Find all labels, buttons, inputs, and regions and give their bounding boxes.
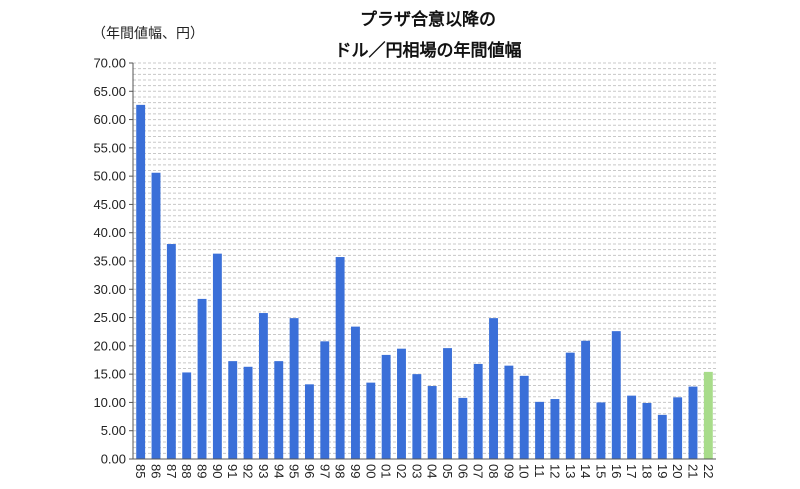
bar-90	[212, 253, 222, 459]
x-tick-label: 88	[179, 464, 194, 478]
bar-03	[412, 374, 422, 459]
x-tick-label: 87	[164, 464, 179, 478]
x-tick-label: 10	[517, 464, 532, 478]
x-tick-label: 95	[287, 464, 302, 478]
x-tick-label: 19	[655, 464, 670, 478]
x-tick-label: 13	[563, 464, 578, 478]
chart-title-line1: プラザ合意以降の	[360, 9, 496, 30]
y-tick-label: 55.00	[93, 140, 126, 155]
bar-14	[581, 340, 591, 459]
x-tick-label: 17	[624, 464, 639, 478]
y-tick-label: 40.00	[93, 225, 126, 240]
y-tick-label: 10.00	[93, 395, 126, 410]
x-tick-label: 86	[149, 464, 164, 478]
bar-88	[182, 372, 192, 459]
x-tick-label: 15	[593, 464, 608, 478]
x-tick-label: 97	[317, 464, 332, 478]
y-tick-label: 15.00	[93, 367, 126, 382]
bar-85	[136, 104, 146, 459]
bar-93	[258, 313, 268, 459]
bar-91	[228, 361, 238, 459]
x-tick-label: 06	[455, 464, 470, 478]
x-tick-label: 91	[225, 464, 240, 478]
y-tick-label: 25.00	[93, 310, 126, 325]
y-tick-label: 45.00	[93, 197, 126, 212]
x-tick-label: 02	[394, 464, 409, 478]
x-tick-label: 96	[302, 464, 317, 478]
bar-21	[688, 386, 698, 459]
x-tick-label: 14	[578, 464, 593, 478]
bar-98	[335, 257, 345, 459]
y-tick-label: 0.00	[101, 452, 126, 467]
bar-86	[151, 172, 161, 459]
x-tick-label: 99	[348, 464, 363, 478]
bar-05	[443, 348, 452, 459]
bar-17	[627, 395, 637, 459]
bar-18	[642, 402, 652, 459]
x-tick-label: 92	[241, 464, 256, 478]
y-tick-label: 70.00	[93, 56, 126, 71]
x-tick-label: 90	[210, 464, 225, 478]
bar-04	[427, 386, 437, 459]
bar-87	[166, 244, 176, 459]
x-tick-label: 21	[685, 464, 700, 478]
y-tick-label: 30.00	[93, 282, 126, 297]
y-axis: 0.00 5.00 10.00 15.00 20.00 25.00 30.00 35.00 40…	[93, 56, 134, 467]
x-tick-label: 01	[379, 464, 394, 478]
x-tick-label: 07	[471, 464, 486, 478]
x-tick-label: 16	[609, 464, 624, 478]
bar-10	[519, 375, 529, 459]
bar-92	[243, 366, 253, 459]
y-tick-label: 50.00	[93, 169, 126, 184]
x-tick-label: 94	[271, 464, 286, 478]
bar-13	[565, 352, 575, 459]
y-tick-label: 65.00	[93, 84, 126, 99]
x-tick-label: 89	[195, 464, 210, 478]
y-tick-label: 35.00	[93, 254, 126, 269]
x-tick-label: 98	[333, 464, 348, 478]
bar-15	[596, 402, 606, 459]
x-tick-label: 18	[639, 464, 654, 478]
bar-19	[657, 414, 667, 459]
x-axis: 85 86 87 88 89 90 91 92 93 94 95 96 97 98 99 00 01 02 03 04…	[133, 458, 716, 478]
bar-00	[366, 382, 376, 459]
chart-title-line2: ドル／円相場の年間値幅	[335, 40, 522, 61]
bar-11	[535, 401, 545, 459]
y-tick-label: 5.00	[101, 423, 126, 438]
y-tick-label: 20.00	[93, 338, 126, 353]
x-tick-label: 05	[440, 464, 455, 478]
bar-06	[458, 397, 468, 459]
bar-09	[504, 365, 514, 459]
bar-89	[197, 298, 207, 459]
bars-group	[136, 104, 713, 459]
bar-02	[397, 348, 406, 459]
x-tick-label: 04	[425, 464, 440, 478]
bar-99	[351, 326, 360, 459]
x-tick-label: 93	[256, 464, 271, 478]
bar-22	[703, 371, 713, 459]
y-tick-label: 60.00	[93, 112, 126, 127]
bar-96	[304, 384, 314, 459]
x-tick-label: 09	[501, 464, 516, 478]
bar-01	[381, 354, 391, 459]
bar-95	[289, 318, 299, 459]
bar-07	[473, 363, 483, 459]
x-tick-label: 03	[409, 464, 424, 478]
bar-20	[673, 397, 683, 459]
x-tick-label: 20	[670, 464, 685, 478]
bar-08	[489, 318, 498, 459]
bar-97	[320, 341, 330, 459]
x-tick-label: 22	[701, 464, 716, 478]
bar-16	[611, 331, 621, 459]
x-tick-label: 12	[547, 464, 562, 478]
bar-94	[274, 361, 284, 459]
bar-12	[550, 399, 560, 459]
unit-label: （年間値幅、円）	[92, 26, 204, 42]
x-tick-label: 85	[133, 464, 148, 478]
x-tick-label: 11	[532, 464, 547, 478]
x-tick-label: 00	[363, 464, 378, 478]
x-tick-label: 08	[486, 464, 501, 478]
